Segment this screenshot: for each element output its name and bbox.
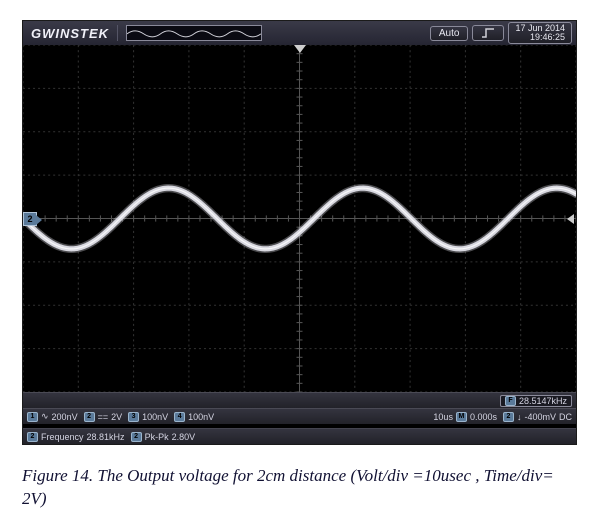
status-row-measurements: 2 Frequency 28.81kHz 2 Pk-Pk 2.80V [23,428,576,444]
brand-logo: GWINSTEK [27,26,113,41]
aux1-value: 100nV [142,412,168,422]
aux2-value: 100nV [188,412,214,422]
time-text: 19:46:25 [515,33,565,42]
run-mode-label: Auto [439,28,460,39]
trig-level-value: -400mV [524,412,556,422]
trig-src-badge-icon: 2 [503,412,514,422]
trigger-status: 2 ↓ -400mV DC [503,412,572,422]
ch2-status: 2 == 2V [84,412,123,422]
timestamp: 17 Jun 2014 19:46:25 [508,22,572,45]
memory-badge-icon: M [456,412,467,422]
ch1-status: 1 ∿ 200nV [27,411,78,422]
frequency-counter-value: 28.5147kHz [519,396,567,406]
timebase-value: 10us [433,412,453,422]
status-row-freq: F 28.5147kHz [23,392,576,408]
ch2-scale: 2V [111,412,122,422]
measurement-freq: 2 Frequency 28.81kHz [27,432,125,442]
freq-badge-icon: F [505,396,516,406]
ch1-scale: 200nV [52,412,78,422]
aux1-status: 3 100nV [128,412,168,422]
ch2-badge-icon: 2 [84,412,95,422]
delay-value: 0.000s [470,412,497,422]
aux2-badge-icon: 4 [174,412,185,422]
measurement-pkpk: 2 Pk-Pk 2.80V [131,432,196,442]
meas-freq-value: 28.81kHz [87,432,125,442]
waveform-preview [126,25,262,41]
status-row-channels: 1 ∿ 200nV 2 == 2V 3 100nV 4 100nV 10us M… [23,408,576,424]
waveform-display: 2 [23,45,576,392]
channel-marker-label: 2 [27,214,32,224]
timebase-status: 10us M 0.000s [433,412,497,422]
trig-edge-icon: ↓ [517,412,522,422]
trigger-level-marker-icon [567,214,574,224]
ch2-coupling-icon: == [98,412,109,422]
topbar: GWINSTEK Auto 17 Jun 2014 19:46:25 [23,21,576,45]
divider [117,25,118,41]
channel-marker: 2 [23,212,37,226]
trigger-edge-icon [472,25,504,41]
oscilloscope-frame: GWINSTEK Auto 17 Jun 2014 19:46:25 2 [22,20,577,445]
run-mode-indicator: Auto [430,26,469,41]
meas-pkpk-value: 2.80V [172,432,196,442]
meas-pkpk-label: Pk-Pk [145,432,169,442]
ch1-badge-icon: 1 [27,412,38,422]
trig-coupling-value: DC [559,412,572,422]
meas-ch-badge-icon-2: 2 [131,432,142,442]
aux1-badge-icon: 3 [128,412,139,422]
figure-caption: Figure 14. The Output voltage for 2cm di… [22,465,577,511]
trigger-position-marker-icon [294,45,306,53]
ch1-coupling-icon: ∿ [41,411,49,422]
frequency-counter: F 28.5147kHz [500,395,572,407]
meas-freq-label: Frequency [41,432,84,442]
meas-ch-badge-icon: 2 [27,432,38,442]
aux2-status: 4 100nV [174,412,214,422]
